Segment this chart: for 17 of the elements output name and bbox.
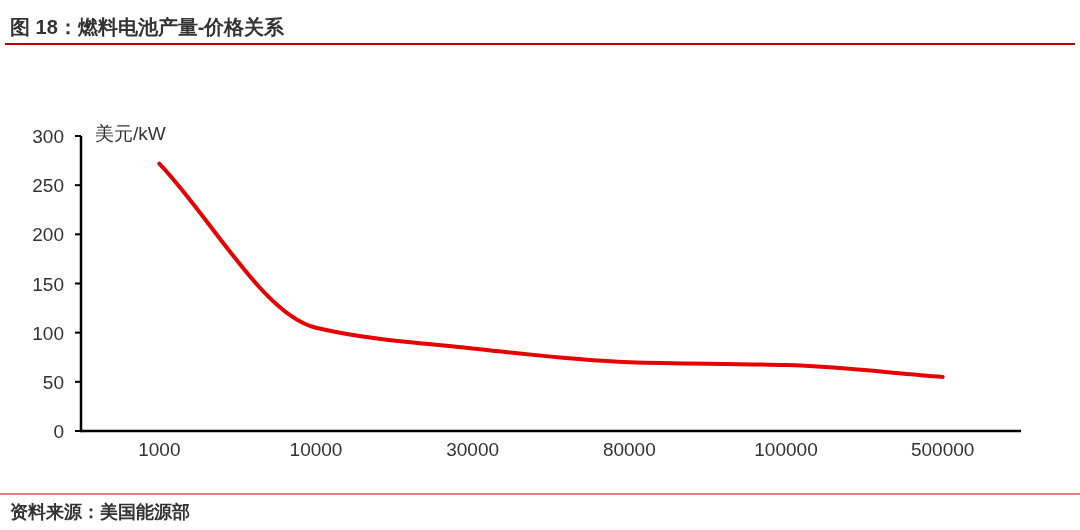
y-axis-title: 美元/kW	[95, 123, 166, 144]
x-tick-label: 10000	[289, 439, 343, 460]
text: 资料来源：美国能源部	[10, 502, 190, 522]
chart-title: 图 18：燃料电池产量-价格关系	[10, 16, 286, 38]
x-tick-label: 30000	[446, 439, 500, 460]
x-tick-label: 500000	[910, 439, 975, 460]
y-tick-label: 250	[32, 175, 64, 197]
x-tick-label: 80000	[602, 439, 656, 460]
y-tick-label: 100	[32, 322, 64, 344]
y-tick-label: 150	[32, 273, 64, 295]
x-tick-label: 100000	[754, 439, 818, 460]
y-tick-label: 300	[32, 126, 64, 147]
y-tick-label: 0	[53, 421, 64, 442]
line-series	[157, 161, 945, 379]
x-tick-label: 1000	[138, 439, 181, 460]
y-tick-label: 50	[42, 371, 64, 393]
y-tick-label: 200	[32, 224, 64, 246]
